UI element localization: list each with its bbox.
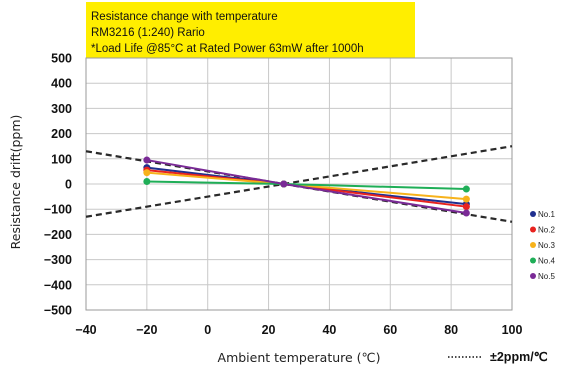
legend-label-5: No.5	[538, 272, 555, 281]
legend-label-1: No.1	[538, 210, 555, 219]
data-point-3	[143, 169, 151, 177]
y-axis-title: Resistance drift(ppm)	[8, 115, 23, 250]
data-point-4	[143, 177, 151, 185]
y-tick-label: 300	[51, 102, 72, 116]
chart-title-line-1: Resistance change with temperature	[91, 11, 278, 23]
x-tick-label: −20	[136, 323, 157, 337]
x-tick-label: 20	[262, 323, 276, 337]
legend-label-3: No.3	[538, 241, 555, 250]
y-tick-label: −300	[44, 253, 72, 267]
data-point-2	[462, 203, 470, 211]
y-tick-label: 200	[51, 127, 72, 141]
data-point-5	[280, 180, 288, 188]
data-point-4	[462, 185, 470, 193]
data-point-5	[143, 156, 151, 164]
reference-legend-label: ±2ppm/℃	[490, 350, 548, 364]
x-tick-label: 40	[322, 323, 336, 337]
y-tick-label: −400	[44, 278, 72, 292]
y-tick-label: −100	[44, 203, 72, 217]
legend-marker-2	[530, 226, 536, 233]
legend-marker-1	[530, 211, 536, 217]
legend-label-2: No.2	[538, 226, 555, 235]
x-tick-label: 0	[204, 323, 211, 337]
x-tick-label: 80	[444, 323, 458, 337]
legend-marker-5	[530, 273, 536, 279]
y-tick-label: −500	[44, 304, 72, 318]
legend: No.1 No.2 No.3 No.4 No.5	[530, 210, 555, 281]
series-layer	[143, 156, 470, 217]
y-tick-label: −200	[44, 228, 72, 242]
x-tick-label: 60	[383, 323, 397, 337]
chart-title-line-2: RM3216 (1:240) Rario	[91, 27, 205, 39]
data-point-3	[462, 195, 470, 203]
x-tick-label: 100	[502, 323, 523, 337]
legend-marker-4	[530, 257, 536, 264]
plot-frame	[85, 57, 513, 311]
series-line-3	[146, 171, 467, 201]
legend-marker-3	[530, 242, 536, 248]
x-axis-title: Ambient temperature (℃)	[218, 350, 381, 365]
chart-title-line-3: *Load Life @85°C at Rated Power 63mW aft…	[91, 43, 364, 55]
reference-line-plus	[85, 145, 513, 218]
y-tick-label: 100	[51, 152, 72, 166]
y-tick-label: 400	[51, 77, 72, 91]
y-tick-label: 500	[51, 52, 72, 66]
axis-ticks: 5004003002001000−100−200−300−400−500−40−…	[44, 52, 523, 338]
chart-title-box: Resistance change with temperature RM321…	[86, 2, 415, 58]
legend-label-4: No.4	[538, 257, 555, 266]
data-point-5	[462, 209, 470, 217]
x-tick-label: −40	[75, 323, 96, 337]
y-tick-label: 0	[65, 178, 72, 192]
